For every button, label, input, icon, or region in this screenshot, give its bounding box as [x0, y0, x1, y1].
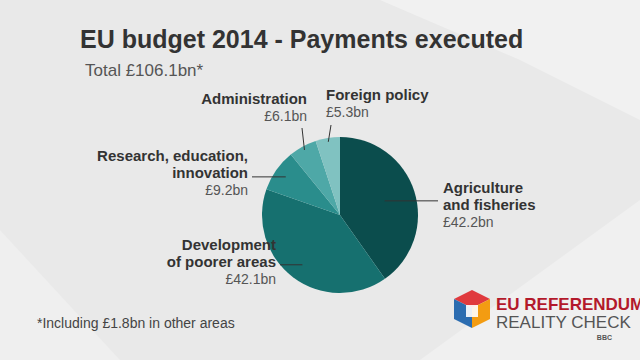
- svg-text:and fisheries: and fisheries: [443, 196, 536, 213]
- svg-text:innovation: innovation: [172, 164, 248, 181]
- svg-text:of poorer areas: of poorer areas: [167, 253, 276, 270]
- svg-text:Development: Development: [182, 236, 276, 253]
- svg-text:£42.1bn: £42.1bn: [225, 271, 276, 287]
- svg-text:*Including £1.8bn in other are: *Including £1.8bn in other areas: [37, 315, 235, 331]
- svg-text:Foreign policy: Foreign policy: [326, 86, 429, 103]
- svg-text:£42.2bn: £42.2bn: [443, 214, 494, 230]
- svg-text:£9.2bn: £9.2bn: [205, 182, 248, 198]
- svg-text:Research, education,: Research, education,: [97, 147, 248, 164]
- svg-text:EU budget 2014 - Payments exec: EU budget 2014 - Payments executed: [80, 25, 523, 53]
- svg-text:Total £106.1bn*: Total £106.1bn*: [85, 61, 204, 80]
- svg-text:BBC: BBC: [597, 334, 612, 341]
- svg-text:Agriculture: Agriculture: [443, 179, 523, 196]
- svg-text:Administration: Administration: [201, 90, 307, 107]
- svg-text:£5.3bn: £5.3bn: [326, 104, 369, 120]
- svg-text:£6.1bn: £6.1bn: [264, 108, 307, 124]
- svg-text:REALITY CHECK: REALITY CHECK: [496, 313, 631, 332]
- svg-text:EU REFERENDUM: EU REFERENDUM: [496, 295, 632, 314]
